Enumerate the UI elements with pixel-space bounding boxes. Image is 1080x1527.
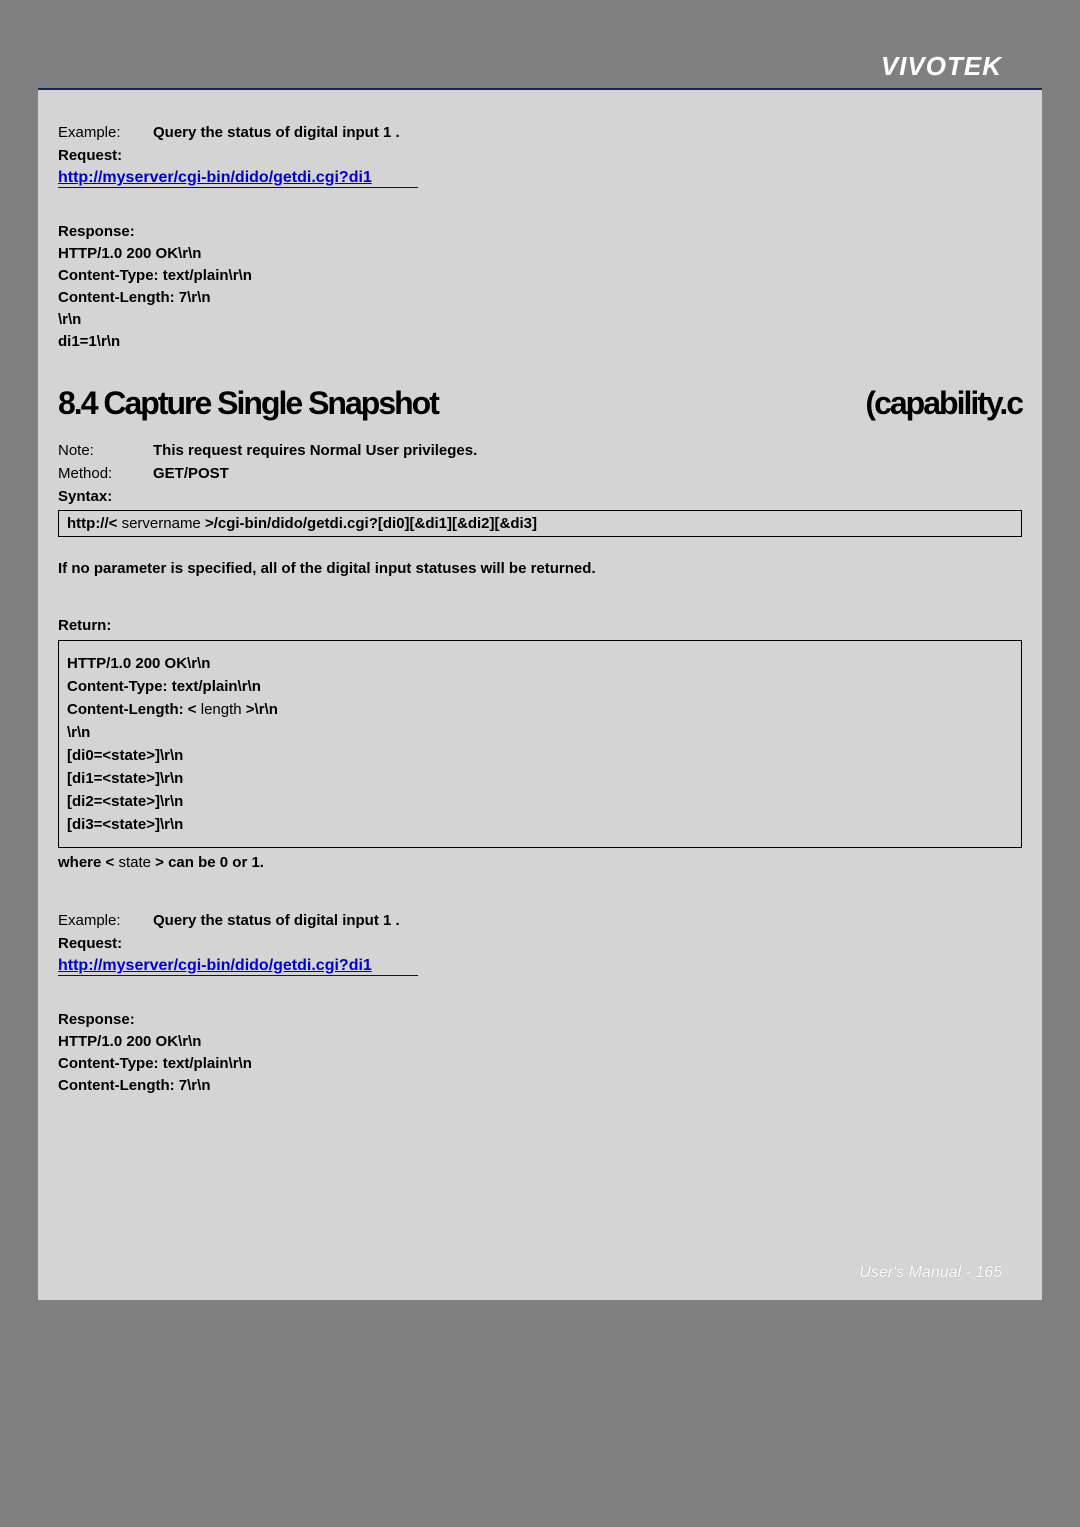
ret-l3a: Content-Length: < <box>67 701 197 718</box>
request-label-2: Request: <box>58 935 1022 952</box>
ret-l8: [di3=<state>]\r\n <box>67 816 1013 833</box>
syntax-box: http://< servername >/cgi-bin/dido/getdi… <box>58 510 1022 537</box>
section-heading-right: (capability.c <box>865 385 1022 422</box>
example-label: Example: <box>58 124 153 141</box>
ret-l2: Content-Type: text/plain\r\n <box>67 678 1013 695</box>
example-row-2: Example: Query the status of digital inp… <box>58 912 1022 929</box>
page-content: Example: Query the status of digital inp… <box>38 90 1042 1094</box>
page-footer: User's Manual - 165 <box>859 1264 1002 1282</box>
resp2-l2: Content-Type: text/plain\r\n <box>58 1055 1022 1072</box>
method-label: Method: <box>58 465 153 482</box>
response-label-2: Response: <box>58 1011 1022 1028</box>
note-row: Note: This request requires Normal User … <box>58 442 1022 459</box>
top-margin <box>38 0 1042 44</box>
manual-page: VIVOTEK Example: Query the status of dig… <box>38 0 1042 1300</box>
brand-bar: VIVOTEK <box>38 44 1042 88</box>
footer-label: User's Manual - <box>859 1264 975 1281</box>
request-link-1[interactable]: http://myserver/cgi-bin/dido/getdi.cgi?d… <box>58 169 1022 188</box>
brand-logo: VIVOTEK <box>881 51 1002 81</box>
section-heading: 8.4 Capture Single Snapshot (capability.… <box>58 385 1022 422</box>
ret-l3: Content-Length: < length >\r\n <box>67 701 1013 718</box>
note-text: This request requires Normal User privil… <box>153 442 477 459</box>
ret-l3b: length <box>201 701 242 718</box>
where-line: where < state > can be 0 or 1. <box>58 854 1022 871</box>
ret-l6: [di1=<state>]\r\n <box>67 770 1013 787</box>
ret-l7: [di2=<state>]\r\n <box>67 793 1013 810</box>
section-heading-left: 8.4 Capture Single Snapshot <box>58 385 438 422</box>
resp2-l3: Content-Length: 7\r\n <box>58 1077 1022 1094</box>
syntax-prefix: http://< <box>67 515 117 532</box>
example-label-2: Example: <box>58 912 153 929</box>
resp1-l2: Content-Type: text/plain\r\n <box>58 267 1022 284</box>
ret-l3c: >\r\n <box>246 701 278 718</box>
method-row: Method: GET/POST <box>58 465 1022 482</box>
request-link-2[interactable]: http://myserver/cgi-bin/dido/getdi.cgi?d… <box>58 957 1022 976</box>
note-label: Note: <box>58 442 153 459</box>
syntax-note: If no parameter is specified, all of the… <box>58 560 1022 577</box>
resp1-l1: HTTP/1.0 200 OK\r\n <box>58 245 1022 262</box>
method-text: GET/POST <box>153 465 229 482</box>
example-text-2: Query the status of digital input 1 . <box>153 912 400 929</box>
where-b: state <box>118 854 151 871</box>
request-url-1[interactable]: http://myserver/cgi-bin/dido/getdi.cgi?d… <box>58 169 418 188</box>
syntax-suffix: >/cgi-bin/dido/getdi.cgi?[di0][&di1][&di… <box>205 515 537 532</box>
resp1-l3: Content-Length: 7\r\n <box>58 289 1022 306</box>
response-label-1: Response: <box>58 223 1022 240</box>
ret-l5: [di0=<state>]\r\n <box>67 747 1013 764</box>
return-box: HTTP/1.0 200 OK\r\n Content-Type: text/p… <box>58 640 1022 848</box>
return-label: Return: <box>58 617 1022 634</box>
syntax-label: Syntax: <box>58 488 1022 505</box>
where-c: > can be 0 or 1. <box>155 854 264 871</box>
footer-page-number: 165 <box>975 1264 1002 1281</box>
example-row-1: Example: Query the status of digital inp… <box>58 124 1022 141</box>
resp2-l1: HTTP/1.0 200 OK\r\n <box>58 1033 1022 1050</box>
ret-l1: HTTP/1.0 200 OK\r\n <box>67 655 1013 672</box>
ret-l4: \r\n <box>67 724 1013 741</box>
where-a: where < <box>58 854 114 871</box>
request-label-1: Request: <box>58 147 1022 164</box>
resp1-l5: di1=1\r\n <box>58 333 1022 350</box>
syntax-servername: servername <box>122 515 201 532</box>
resp1-l4: \r\n <box>58 311 1022 328</box>
request-url-2[interactable]: http://myserver/cgi-bin/dido/getdi.cgi?d… <box>58 957 418 976</box>
example-text: Query the status of digital input 1 . <box>153 124 400 141</box>
